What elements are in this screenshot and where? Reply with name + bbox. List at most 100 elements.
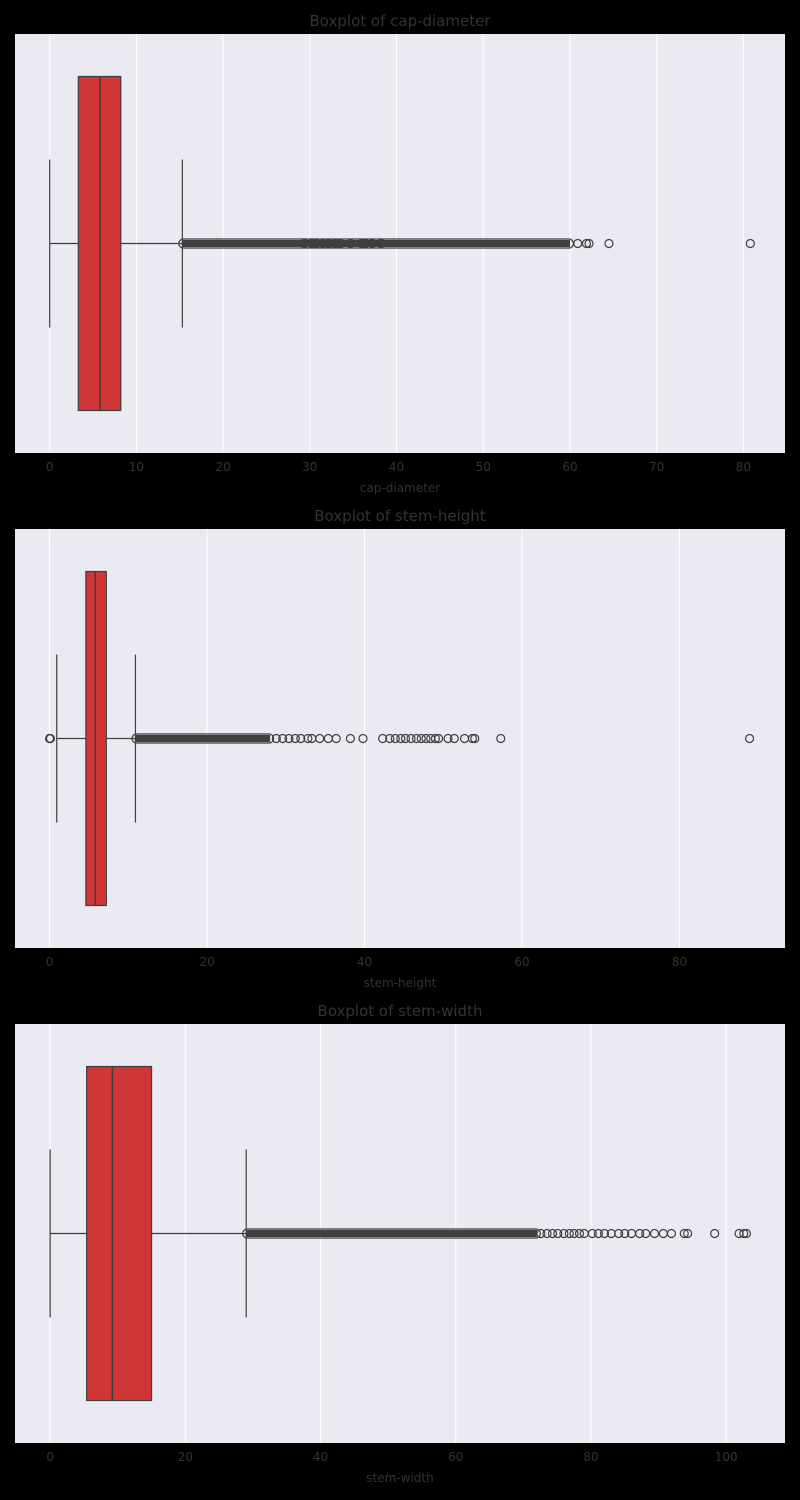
outlier-point xyxy=(496,733,506,744)
outlier-point xyxy=(430,733,441,744)
x-tick-label: 0 xyxy=(46,460,54,474)
outlier-point xyxy=(411,733,422,744)
x-tick-label: 60 xyxy=(448,1450,463,1464)
x-tick-label: 80 xyxy=(736,460,751,474)
outlier-point xyxy=(306,238,317,249)
x-axis-label: stem-height xyxy=(364,976,437,990)
outlier-band-outline xyxy=(131,733,275,744)
outlier-point xyxy=(599,1228,610,1239)
outlier-point xyxy=(739,1228,749,1239)
outlier-point xyxy=(331,733,341,744)
outlier-point xyxy=(345,733,355,744)
x-tick-label: 30 xyxy=(302,460,317,474)
outlier-point xyxy=(584,238,594,249)
x-axis-label: cap-diameter xyxy=(360,481,440,495)
outlier-point xyxy=(300,238,310,249)
outlier-point xyxy=(620,1228,630,1239)
x-tick-label: 20 xyxy=(199,955,214,969)
outlier-point xyxy=(683,1228,693,1239)
x-tick-label: 0 xyxy=(46,955,54,969)
outlier-point xyxy=(296,733,306,744)
x-tick-label: 60 xyxy=(562,460,577,474)
chart-title: Boxplot of stem-width xyxy=(318,1002,483,1020)
outlier-point xyxy=(470,733,480,744)
x-tick-label: 50 xyxy=(476,460,491,474)
outlier-point xyxy=(406,733,416,744)
outlier-point xyxy=(443,733,453,744)
outlier-point xyxy=(318,238,328,249)
outlier-point xyxy=(587,1228,597,1239)
outlier-point xyxy=(741,1228,752,1239)
outlier-point xyxy=(367,238,377,249)
x-tick-label: 20 xyxy=(215,460,230,474)
outlier-point xyxy=(345,238,356,249)
outlier-point xyxy=(416,733,426,744)
outlier-point xyxy=(666,1228,677,1239)
outlier-point xyxy=(360,238,370,249)
x-tick-label: 60 xyxy=(514,955,529,969)
outlier-point xyxy=(378,733,388,744)
x-tick-label: 70 xyxy=(649,460,664,474)
outlier-point xyxy=(330,238,340,249)
outlier-point xyxy=(553,1228,563,1239)
outlier-point xyxy=(324,238,334,249)
outlier-point xyxy=(574,1228,585,1239)
x-tick-label: 40 xyxy=(357,955,372,969)
outlier-point xyxy=(649,1228,660,1239)
outlier-point xyxy=(547,1228,558,1239)
outlier-point xyxy=(679,1228,689,1239)
outlier-point xyxy=(559,1228,569,1239)
outlier-point xyxy=(271,733,281,744)
x-tick-label: 40 xyxy=(313,1450,328,1464)
x-tick-label: 10 xyxy=(129,460,144,474)
chart-title: Boxplot of stem-height xyxy=(314,507,486,525)
outlier-point xyxy=(278,733,288,744)
outlier-point xyxy=(564,1228,574,1239)
outlier-point xyxy=(303,733,313,744)
x-tick-label: 80 xyxy=(672,955,687,969)
outlier-point xyxy=(744,733,755,744)
outlier-point xyxy=(45,733,56,744)
outlier-point xyxy=(421,733,431,744)
outlier-point xyxy=(396,733,406,744)
outlier-point xyxy=(290,733,300,744)
boxplot-panel-3: 0 20 40 60 80 100 Boxplot of stem-width stem-wi… xyxy=(15,1002,785,1485)
outlier-point xyxy=(581,238,592,249)
iqr-box xyxy=(85,570,107,907)
outlier-point xyxy=(312,238,322,249)
outlier-point xyxy=(635,1228,645,1239)
outlier-point xyxy=(710,1228,720,1239)
chart-title: Boxplot of cap-diameter xyxy=(310,12,492,30)
outlier-point xyxy=(641,1228,651,1239)
outlier-point xyxy=(467,733,478,744)
boxplot-panel-1: 0 10 20 30 40 50 60 70 80 Boxplot of cap-diameter… xyxy=(15,12,785,495)
outlier-point xyxy=(315,733,325,744)
outlier-point xyxy=(604,238,614,249)
x-axis-label: stem-width xyxy=(366,1471,433,1485)
outlier-point xyxy=(357,238,367,249)
outlier-point xyxy=(390,733,400,744)
outlier-point xyxy=(573,238,583,249)
outlier-point xyxy=(385,733,395,744)
x-tick-label: 20 xyxy=(178,1450,193,1464)
outlier-point xyxy=(358,733,368,744)
outlier-point xyxy=(536,1228,546,1239)
outlier-point xyxy=(433,733,444,744)
outlier-point xyxy=(449,733,459,744)
outlier-point xyxy=(745,238,755,249)
iqr-box xyxy=(86,1065,153,1402)
outlier-point xyxy=(335,238,345,249)
outlier-point xyxy=(284,733,294,744)
outlier-band-outline xyxy=(242,1228,542,1239)
outlier-point xyxy=(400,733,411,744)
x-tick-label: 0 xyxy=(46,1450,54,1464)
x-tick-label: 100 xyxy=(715,1450,738,1464)
outlier-point xyxy=(376,238,386,249)
boxplot-panel-2: 0 20 40 60 80 Boxplot of stem-height stem-heig… xyxy=(15,507,785,990)
outlier-point xyxy=(614,1228,624,1239)
x-tick-label: 80 xyxy=(583,1450,598,1464)
outlier-point xyxy=(593,1228,604,1239)
outlier-point xyxy=(569,1228,579,1239)
x-tick-label: 40 xyxy=(389,460,404,474)
